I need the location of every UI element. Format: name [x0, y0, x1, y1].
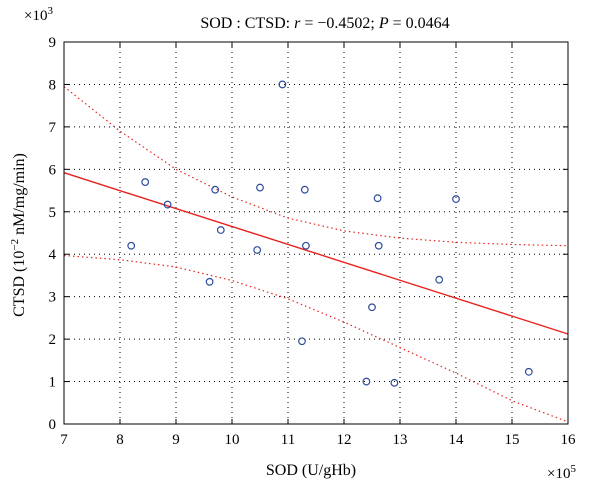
- y-tick-label: 6: [49, 162, 57, 178]
- data-point: [211, 185, 220, 194]
- y-tick-label: 7: [49, 120, 57, 136]
- x-tick-label: 16: [561, 432, 577, 448]
- data-points: [127, 80, 533, 387]
- x-tick-label: 13: [393, 432, 408, 448]
- data-point: [390, 378, 399, 387]
- data-point: [435, 275, 444, 284]
- plot-frame: [63, 41, 569, 425]
- y-tick-label: 1: [49, 375, 57, 391]
- data-point: [302, 241, 310, 250]
- data-point: [300, 185, 309, 194]
- y-tick-label: 8: [49, 77, 57, 93]
- y-tick-label: 4: [49, 247, 57, 263]
- y-tick-label: 9: [49, 35, 57, 51]
- x-tick-label: 7: [60, 432, 68, 448]
- data-point: [205, 277, 214, 286]
- data-point: [253, 246, 262, 254]
- x-axis-multiplier: ×105: [547, 463, 576, 482]
- grid: [64, 42, 568, 424]
- confidence-bands: [63, 86, 569, 423]
- y-axis-multiplier: ×103: [24, 5, 53, 24]
- data-point: [362, 377, 371, 386]
- data-point: [163, 200, 172, 209]
- y-tick-label: 0: [49, 417, 57, 433]
- data-point: [141, 178, 150, 186]
- data-point: [216, 226, 225, 234]
- data-point: [256, 183, 264, 192]
- x-tick-label: 10: [225, 432, 240, 448]
- x-tick-label: 15: [505, 432, 520, 448]
- confidence-band-upper: [63, 86, 569, 247]
- x-tick-label: 9: [172, 432, 180, 448]
- data-point: [373, 194, 382, 203]
- data-point: [524, 367, 533, 376]
- x-tick-label: 12: [337, 432, 352, 448]
- y-tick-label: 2: [49, 332, 57, 348]
- y-tick-label: 3: [49, 290, 57, 306]
- chart-title: SOD : CTSD: r = −0.4502; P = 0.0464: [200, 15, 449, 32]
- data-point: [127, 241, 136, 250]
- data-point: [374, 241, 383, 250]
- x-tick-label: 14: [449, 432, 465, 448]
- y-axis-label: CTSD (10−2 nM/mg/min): [9, 153, 28, 317]
- data-point: [368, 303, 376, 312]
- x-tick-label: 8: [116, 432, 124, 448]
- data-point: [298, 337, 306, 346]
- data-point: [278, 80, 287, 89]
- x-axis-label: SOD (U/gHb): [266, 462, 356, 479]
- x-tick-label: 11: [281, 432, 295, 448]
- y-tick-label: 5: [49, 205, 57, 221]
- regression-line: [63, 172, 569, 335]
- data-point: [452, 195, 460, 203]
